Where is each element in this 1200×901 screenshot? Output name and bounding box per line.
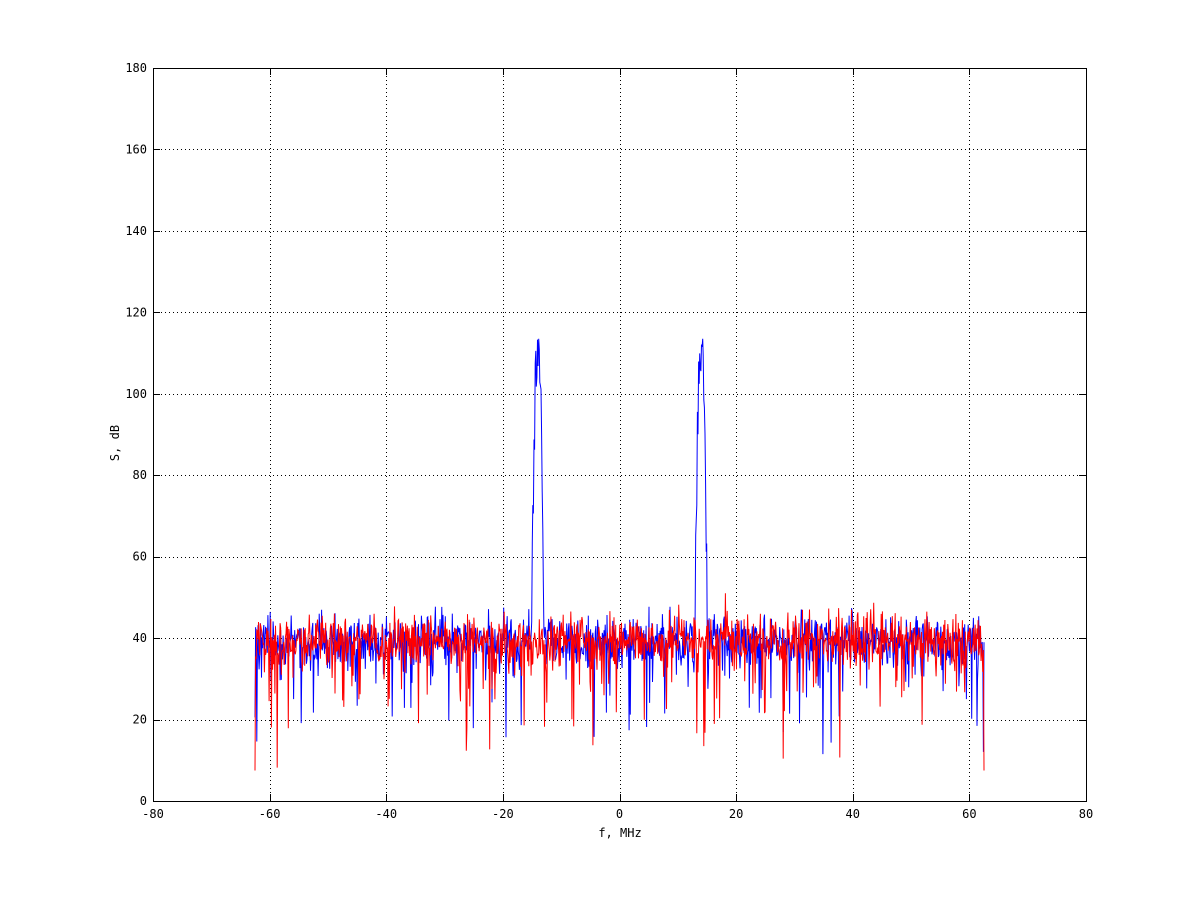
x-axis-label: f, MHz <box>598 826 642 840</box>
x-tick-label: 60 <box>962 807 976 821</box>
x-tick-label: -20 <box>492 807 514 821</box>
x-tick-label: -40 <box>375 807 397 821</box>
x-tick-label: 20 <box>729 807 743 821</box>
y-tick-label: 160 <box>125 142 147 156</box>
x-tick-label: 40 <box>846 807 860 821</box>
y-tick-label: 120 <box>125 305 147 319</box>
y-tick-label: 140 <box>125 224 147 238</box>
y-tick-label: 100 <box>125 387 147 401</box>
series-noise-spectrum <box>254 593 985 771</box>
y-tick-label: 60 <box>133 550 147 564</box>
y-tick-label: 20 <box>133 713 147 727</box>
x-tick-label: 0 <box>616 807 623 821</box>
y-tick-label: 180 <box>125 61 147 75</box>
y-tick-label: 40 <box>133 631 147 645</box>
y-tick-label: 80 <box>133 468 147 482</box>
y-axis-label: S, dB <box>108 424 122 462</box>
x-tick-label: -80 <box>142 807 164 821</box>
series-spectrum-with-carriers <box>254 338 985 755</box>
x-tick-label: 80 <box>1079 807 1093 821</box>
x-tick-label: -60 <box>259 807 281 821</box>
y-tick-label: 0 <box>140 794 147 808</box>
